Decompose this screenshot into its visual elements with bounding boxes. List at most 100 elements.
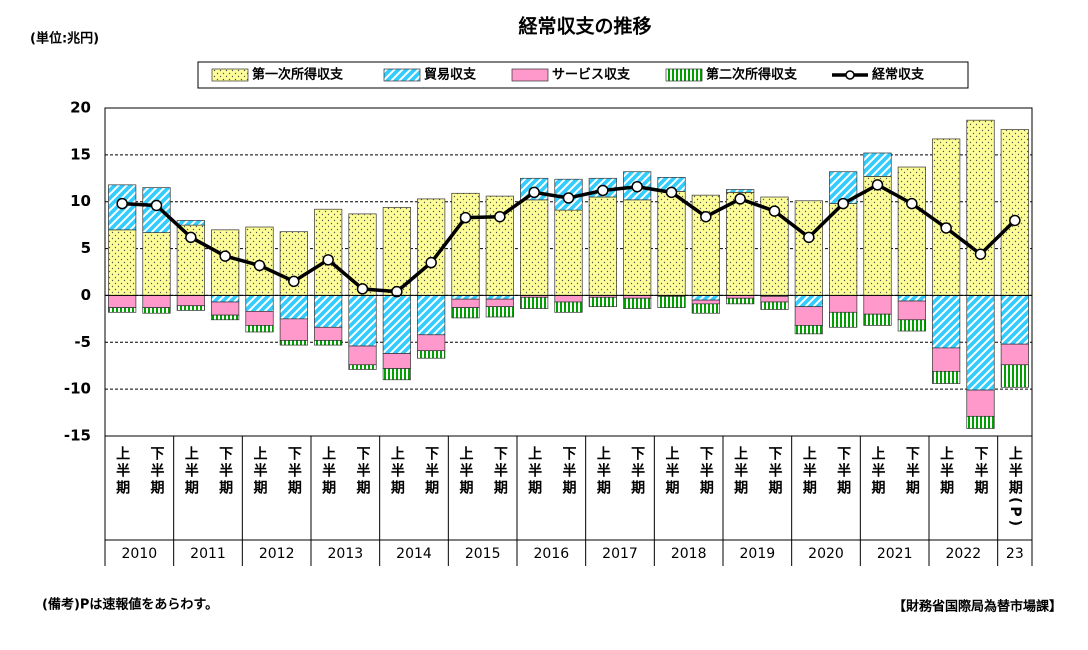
bar-segment	[520, 199, 549, 296]
bar-segment	[966, 389, 995, 417]
bar-segment	[657, 191, 686, 296]
bar-segment	[966, 415, 995, 429]
line-marker	[425, 256, 437, 269]
bar-segment	[485, 195, 514, 296]
bar-segment	[417, 350, 446, 359]
bar-segment	[176, 220, 205, 226]
bar-segment	[794, 200, 823, 296]
bar-segment	[897, 300, 926, 321]
bar-segment	[314, 340, 343, 346]
bar-segment	[588, 296, 617, 308]
bar-segment	[932, 138, 961, 296]
line-marker	[288, 275, 300, 288]
year-label: 2010	[122, 546, 158, 562]
bar-segment	[108, 307, 137, 313]
line-marker	[1009, 214, 1021, 227]
year-label: 2017	[602, 546, 638, 562]
bar-segment	[691, 295, 720, 301]
bar-segment	[211, 314, 240, 321]
x-tick-label: 下半期	[904, 446, 920, 497]
line-marker	[356, 283, 369, 295]
y-tick-label: 5	[81, 239, 91, 257]
bar-segment	[348, 345, 377, 366]
x-tick-label: 上半期	[458, 446, 474, 497]
bar-segment	[726, 191, 755, 296]
line-marker	[871, 179, 884, 191]
bar-segment	[691, 299, 720, 305]
bar-segment	[108, 295, 137, 308]
x-tick-label: 上半期	[595, 446, 611, 497]
note: (備考)Pは速報値をあらわす。	[42, 597, 218, 613]
x-tick-label: 上半期	[320, 446, 336, 497]
year-label: 2016	[534, 546, 570, 562]
bar-segment	[279, 340, 308, 346]
bar-segment	[451, 295, 480, 300]
x-tick-label: 上半期	[526, 446, 542, 497]
bar-segment	[794, 306, 823, 326]
year-label: 2015	[465, 546, 501, 562]
bar-segment	[417, 295, 446, 336]
y-tick-label: 15	[70, 145, 91, 163]
x-tick-label: 下半期	[149, 446, 165, 497]
bar-segment	[211, 301, 240, 316]
bar-segment	[554, 209, 583, 296]
bar-segment	[829, 295, 858, 313]
year-label: 2019	[740, 546, 776, 562]
x-tick-label: 下半期	[355, 446, 371, 497]
bar-segment	[314, 295, 343, 328]
bar-segment	[726, 189, 755, 193]
bar-segment	[176, 305, 205, 311]
line-marker	[803, 231, 815, 244]
line-marker	[906, 197, 918, 210]
x-tick-label: 上半期	[870, 446, 886, 497]
legend-label: 貿易収支	[424, 67, 477, 83]
x-tick-label: 下半期	[561, 446, 577, 497]
y-tick-label: -5	[74, 333, 91, 351]
bar-segment	[932, 347, 961, 372]
bar-segment	[794, 295, 823, 308]
line-marker	[219, 250, 231, 262]
year-label: 2013	[328, 546, 364, 562]
year-label: 2014	[396, 546, 432, 562]
bar-segment	[348, 364, 377, 370]
x-tick-label: 下半期	[423, 446, 439, 497]
line-marker	[597, 184, 609, 197]
bar-segment	[554, 295, 583, 303]
bar-segment	[760, 296, 789, 303]
bar-segment	[451, 307, 480, 319]
x-tick-label: 下半期	[835, 446, 851, 497]
x-tick-label: 下半期	[698, 446, 714, 497]
year-label: 2012	[259, 546, 295, 562]
bar-segment	[417, 334, 446, 352]
legend-label: 第二次所得収支	[706, 67, 798, 83]
bar-segment	[829, 311, 858, 328]
legend-swatch	[665, 68, 703, 82]
x-tick-label: 上半期	[801, 446, 817, 497]
bar-segment	[863, 176, 892, 296]
legend-label: 経常収支	[872, 67, 925, 83]
bar-segment	[726, 297, 755, 305]
bar-segment	[279, 295, 308, 320]
bar-segment	[348, 295, 377, 347]
bar-segment	[897, 295, 926, 302]
x-tick-label: 上半期	[114, 446, 130, 497]
x-tick-label: 下半期	[217, 446, 233, 497]
x-tick-label: 上半期(P)	[1007, 446, 1023, 529]
x-tick-label: 下半期	[286, 446, 302, 497]
x-tick-label: 下半期	[973, 446, 989, 497]
bar-segment	[279, 318, 308, 341]
bar-segment	[966, 119, 995, 296]
bar-segment	[623, 297, 652, 309]
bar-segment	[382, 206, 411, 296]
year-label: 2021	[877, 546, 913, 562]
bar-segment	[691, 303, 720, 314]
line-marker	[185, 231, 197, 244]
line-marker	[837, 197, 849, 210]
line-marker	[665, 186, 678, 199]
legend-swatch	[211, 68, 249, 82]
unit-label: (単位:兆円)	[30, 31, 99, 47]
bar-segment	[382, 295, 411, 354]
line-marker	[528, 186, 540, 199]
line-marker	[734, 193, 746, 205]
